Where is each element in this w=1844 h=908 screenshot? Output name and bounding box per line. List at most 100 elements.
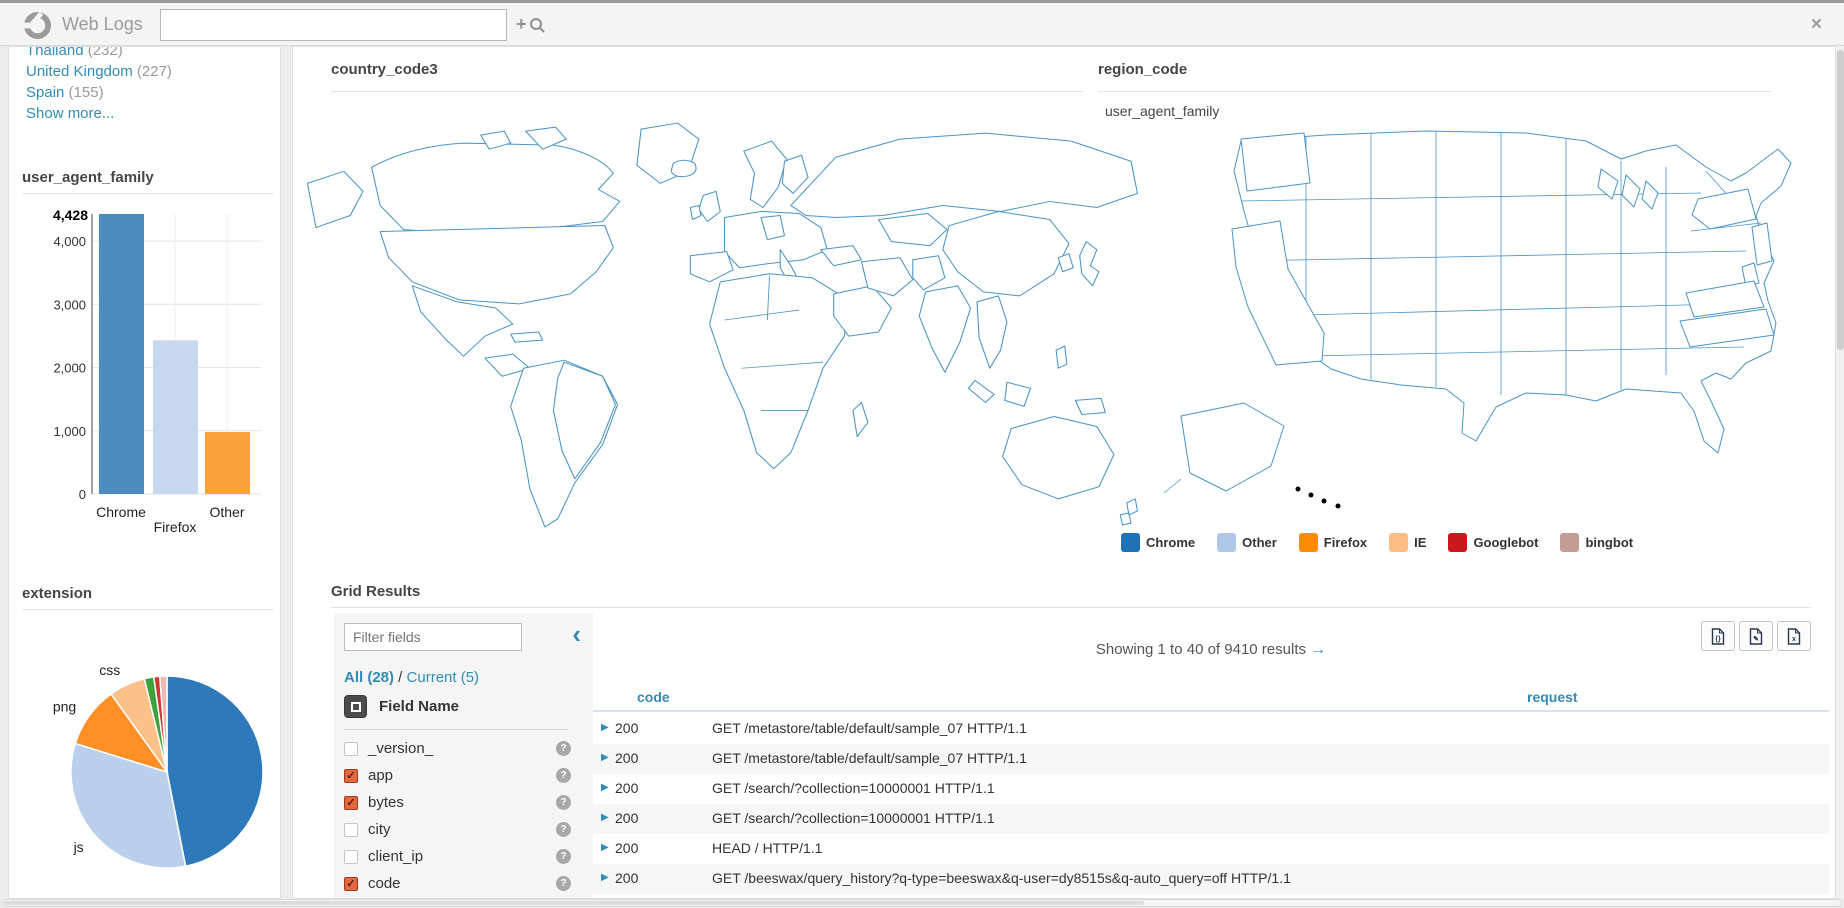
pakistan	[912, 255, 946, 291]
china[interactable]	[942, 210, 1070, 297]
australia[interactable]	[1002, 415, 1115, 500]
iceland[interactable]	[670, 159, 697, 178]
washington[interactable]	[1240, 132, 1311, 192]
new-jersey[interactable]	[1751, 222, 1773, 266]
us-choropleth-map[interactable]	[1146, 111, 1836, 536]
california[interactable]	[1231, 220, 1325, 366]
add-search-button[interactable]: +	[516, 14, 546, 35]
vertical-scrollbar-thumb[interactable]	[1837, 50, 1844, 350]
bar-facet-title: user_agent_family	[22, 169, 154, 186]
table-row[interactable]: ▶ 200 GET /metastore/table/default/sample_…	[593, 714, 1829, 744]
field-checkbox-_version_[interactable]	[344, 741, 358, 756]
show-more-link[interactable]: Show more...	[26, 105, 115, 122]
legend-item-other[interactable]: Other	[1217, 533, 1277, 552]
india[interactable]	[918, 285, 972, 373]
thailand[interactable]	[976, 295, 1008, 369]
hue-logo[interactable]	[24, 12, 51, 39]
help-icon[interactable]: ?	[556, 849, 571, 864]
scandinavia[interactable]	[743, 140, 788, 208]
brazil[interactable]	[552, 361, 617, 480]
field-checkbox-bytes[interactable]: ✓	[344, 795, 358, 810]
current-fields-link[interactable]: Current (5)	[406, 669, 480, 686]
field-checkbox-client_ip[interactable]	[344, 849, 358, 864]
lake-erie	[1641, 180, 1659, 210]
north-carolina[interactable]	[1679, 308, 1775, 348]
svg-text:✎: ✎	[1753, 635, 1759, 643]
new-york[interactable]	[1691, 188, 1757, 230]
vertical-scrollbar[interactable]	[1835, 46, 1844, 899]
export-xml-button[interactable]: ✎	[1739, 621, 1773, 651]
expand-row-icon[interactable]: ▶	[601, 842, 609, 853]
legend-item-chrome[interactable]: Chrome	[1121, 533, 1195, 552]
cuba	[510, 331, 544, 343]
y-tick-label: 2,000	[53, 361, 86, 376]
table-row[interactable]: ▶ 200 GET /search/?collection=10000001 HTT…	[593, 804, 1829, 834]
help-icon[interactable]: ?	[556, 876, 571, 891]
field-checkbox-code[interactable]: ✓	[344, 876, 358, 891]
bar-chrome[interactable]	[99, 214, 144, 494]
pie-slice[interactable]	[158, 675, 168, 773]
column-header-code[interactable]: code	[637, 689, 670, 705]
help-icon[interactable]: ?	[556, 795, 571, 810]
virginia[interactable]	[1685, 280, 1765, 318]
column-header-request[interactable]: request	[1527, 689, 1578, 705]
help-icon[interactable]: ?	[556, 741, 571, 756]
table-row[interactable]: ▶ 200 GET /metastore/table/default/sample_…	[593, 744, 1829, 774]
field-checkbox-app[interactable]: ✓	[344, 768, 358, 783]
cell-request: HEAD / HTTP/1.1	[712, 840, 823, 856]
expand-row-icon[interactable]: ▶	[601, 782, 609, 793]
divider	[1098, 91, 1771, 92]
country-facet-link[interactable]: United Kingdom	[26, 63, 133, 80]
country-facet-item: Spain (155)	[26, 82, 172, 103]
hawaii	[1321, 498, 1327, 504]
next-page-arrow-icon[interactable]: →	[1310, 641, 1327, 658]
expand-row-icon[interactable]: ▶	[601, 812, 609, 823]
legend-item-googlebot[interactable]: Googlebot	[1448, 533, 1538, 552]
horizontal-scrollbar[interactable]	[2, 899, 1842, 907]
lake-huron	[1621, 174, 1641, 208]
user-agent-bar-chart[interactable]: 0 1,000 2,000 3,000 4,000 4,428 Chrome Firefox O…	[9, 202, 271, 547]
pie-slice[interactable]	[166, 675, 264, 868]
country-facet-link[interactable]: Thailand	[26, 46, 84, 59]
spain[interactable]	[689, 251, 734, 283]
search-input[interactable]	[160, 9, 507, 41]
bar-other[interactable]	[205, 432, 250, 494]
canada[interactable]	[371, 142, 621, 235]
expand-row-icon[interactable]: ▶	[601, 752, 609, 763]
collapse-panel-icon[interactable]: ‹	[572, 619, 581, 649]
expand-row-icon[interactable]: ▶	[601, 722, 609, 733]
legend-item-bingbot[interactable]: bingbot	[1560, 533, 1633, 552]
all-fields-link[interactable]: All (28)	[344, 669, 395, 686]
field-label: code	[368, 875, 401, 892]
iran[interactable]	[860, 257, 914, 297]
extension-pie-chart[interactable]: js png css	[9, 632, 281, 899]
africa-borders	[724, 275, 824, 411]
export-xls-button[interactable]: x	[1777, 621, 1811, 651]
maryland[interactable]	[1741, 262, 1760, 288]
help-icon[interactable]: ?	[556, 822, 571, 837]
help-icon[interactable]: ?	[556, 768, 571, 783]
korea[interactable]	[1057, 253, 1074, 273]
divider	[22, 193, 274, 194]
legend-item-firefox[interactable]: Firefox	[1298, 533, 1367, 552]
toggle-all-fields-checkbox[interactable]	[344, 695, 367, 718]
field-checkbox-city[interactable]	[344, 822, 358, 837]
file-xml-icon: ✎	[1749, 627, 1763, 645]
pie-facet-title: extension	[22, 585, 93, 602]
country-facet-link[interactable]: Spain	[26, 84, 65, 101]
world-choropleth-map[interactable]	[301, 109, 1146, 531]
bar-firefox[interactable]	[153, 340, 198, 494]
pie-slice-js[interactable]	[70, 742, 187, 869]
legend-item-ie[interactable]: IE	[1389, 533, 1426, 552]
table-row[interactable]: ▶ 200 GET /search/?collection=10000001 HTT…	[593, 774, 1829, 804]
germany[interactable]	[760, 215, 786, 241]
horizontal-scrollbar-thumb[interactable]	[4, 901, 1144, 905]
export-csv-button[interactable]: {}	[1701, 621, 1735, 651]
filter-fields-input[interactable]	[344, 623, 522, 651]
table-row[interactable]: ▶ 200 GET /beeswax/query_history?q-type=be…	[593, 864, 1829, 894]
facet-count: (232)	[83, 46, 123, 59]
sumatra	[967, 379, 995, 403]
expand-row-icon[interactable]: ▶	[601, 872, 609, 883]
table-row[interactable]: ▶ 200 HEAD / HTTP/1.1	[593, 834, 1829, 864]
close-icon[interactable]: ×	[1810, 14, 1822, 35]
